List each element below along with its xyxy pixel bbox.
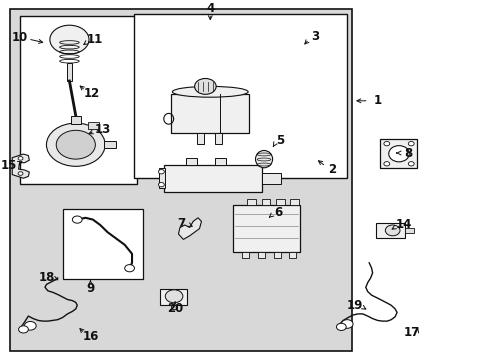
Bar	[215, 158, 225, 165]
Text: 2: 2	[328, 163, 336, 176]
Bar	[62, 209, 143, 279]
Bar	[261, 173, 281, 184]
Circle shape	[194, 78, 216, 94]
Bar	[380, 139, 416, 168]
Circle shape	[19, 326, 28, 333]
Text: 13: 13	[94, 123, 111, 136]
Circle shape	[50, 25, 89, 54]
Text: 19: 19	[346, 299, 362, 312]
Bar	[163, 165, 261, 192]
Bar	[20, 16, 137, 184]
Circle shape	[56, 130, 95, 159]
Polygon shape	[178, 218, 201, 239]
Bar	[288, 252, 296, 258]
Bar	[246, 199, 255, 205]
Bar	[289, 199, 298, 205]
Bar	[404, 228, 413, 233]
Bar	[375, 223, 404, 238]
Bar	[160, 289, 187, 305]
Bar	[71, 116, 81, 124]
Circle shape	[383, 162, 389, 166]
Bar	[273, 252, 281, 258]
Text: 6: 6	[274, 206, 282, 219]
Circle shape	[158, 170, 164, 174]
Circle shape	[124, 265, 134, 272]
Text: 10: 10	[11, 31, 28, 44]
Bar	[185, 158, 196, 165]
Bar	[134, 14, 346, 178]
Text: 16: 16	[82, 330, 99, 343]
Circle shape	[336, 323, 346, 330]
Text: 17: 17	[403, 327, 419, 339]
Text: 15: 15	[0, 159, 17, 172]
Text: 20: 20	[166, 302, 183, 315]
Text: 9: 9	[86, 282, 94, 294]
Polygon shape	[12, 154, 29, 178]
Text: 8: 8	[404, 147, 411, 159]
Text: 14: 14	[394, 219, 411, 231]
Bar	[276, 199, 285, 205]
Circle shape	[341, 320, 352, 328]
Text: 18: 18	[38, 271, 55, 284]
Ellipse shape	[255, 150, 272, 168]
Bar	[66, 63, 72, 81]
Circle shape	[385, 225, 399, 236]
Text: 12: 12	[83, 87, 100, 100]
Circle shape	[407, 141, 413, 146]
Bar	[233, 205, 299, 252]
Text: 4: 4	[206, 3, 214, 15]
Ellipse shape	[172, 86, 248, 97]
Circle shape	[18, 157, 23, 160]
Circle shape	[158, 183, 164, 187]
Text: 11: 11	[86, 33, 102, 46]
Circle shape	[165, 290, 183, 303]
Bar	[196, 133, 203, 144]
Circle shape	[46, 123, 105, 166]
Text: 7: 7	[177, 217, 184, 230]
Circle shape	[72, 216, 82, 223]
Circle shape	[18, 172, 23, 175]
Bar	[242, 252, 249, 258]
Text: 3: 3	[310, 30, 318, 42]
Text: 5: 5	[275, 134, 283, 147]
Bar	[88, 122, 99, 129]
Bar	[257, 252, 264, 258]
Text: 1: 1	[373, 94, 381, 107]
Bar	[261, 199, 270, 205]
Bar	[104, 141, 116, 148]
Bar	[171, 305, 177, 309]
Bar	[215, 133, 222, 144]
Circle shape	[407, 162, 413, 166]
Circle shape	[24, 321, 36, 330]
Bar	[171, 94, 249, 133]
Bar	[159, 168, 164, 188]
Bar	[10, 9, 351, 351]
Ellipse shape	[388, 146, 408, 162]
Circle shape	[383, 141, 389, 146]
